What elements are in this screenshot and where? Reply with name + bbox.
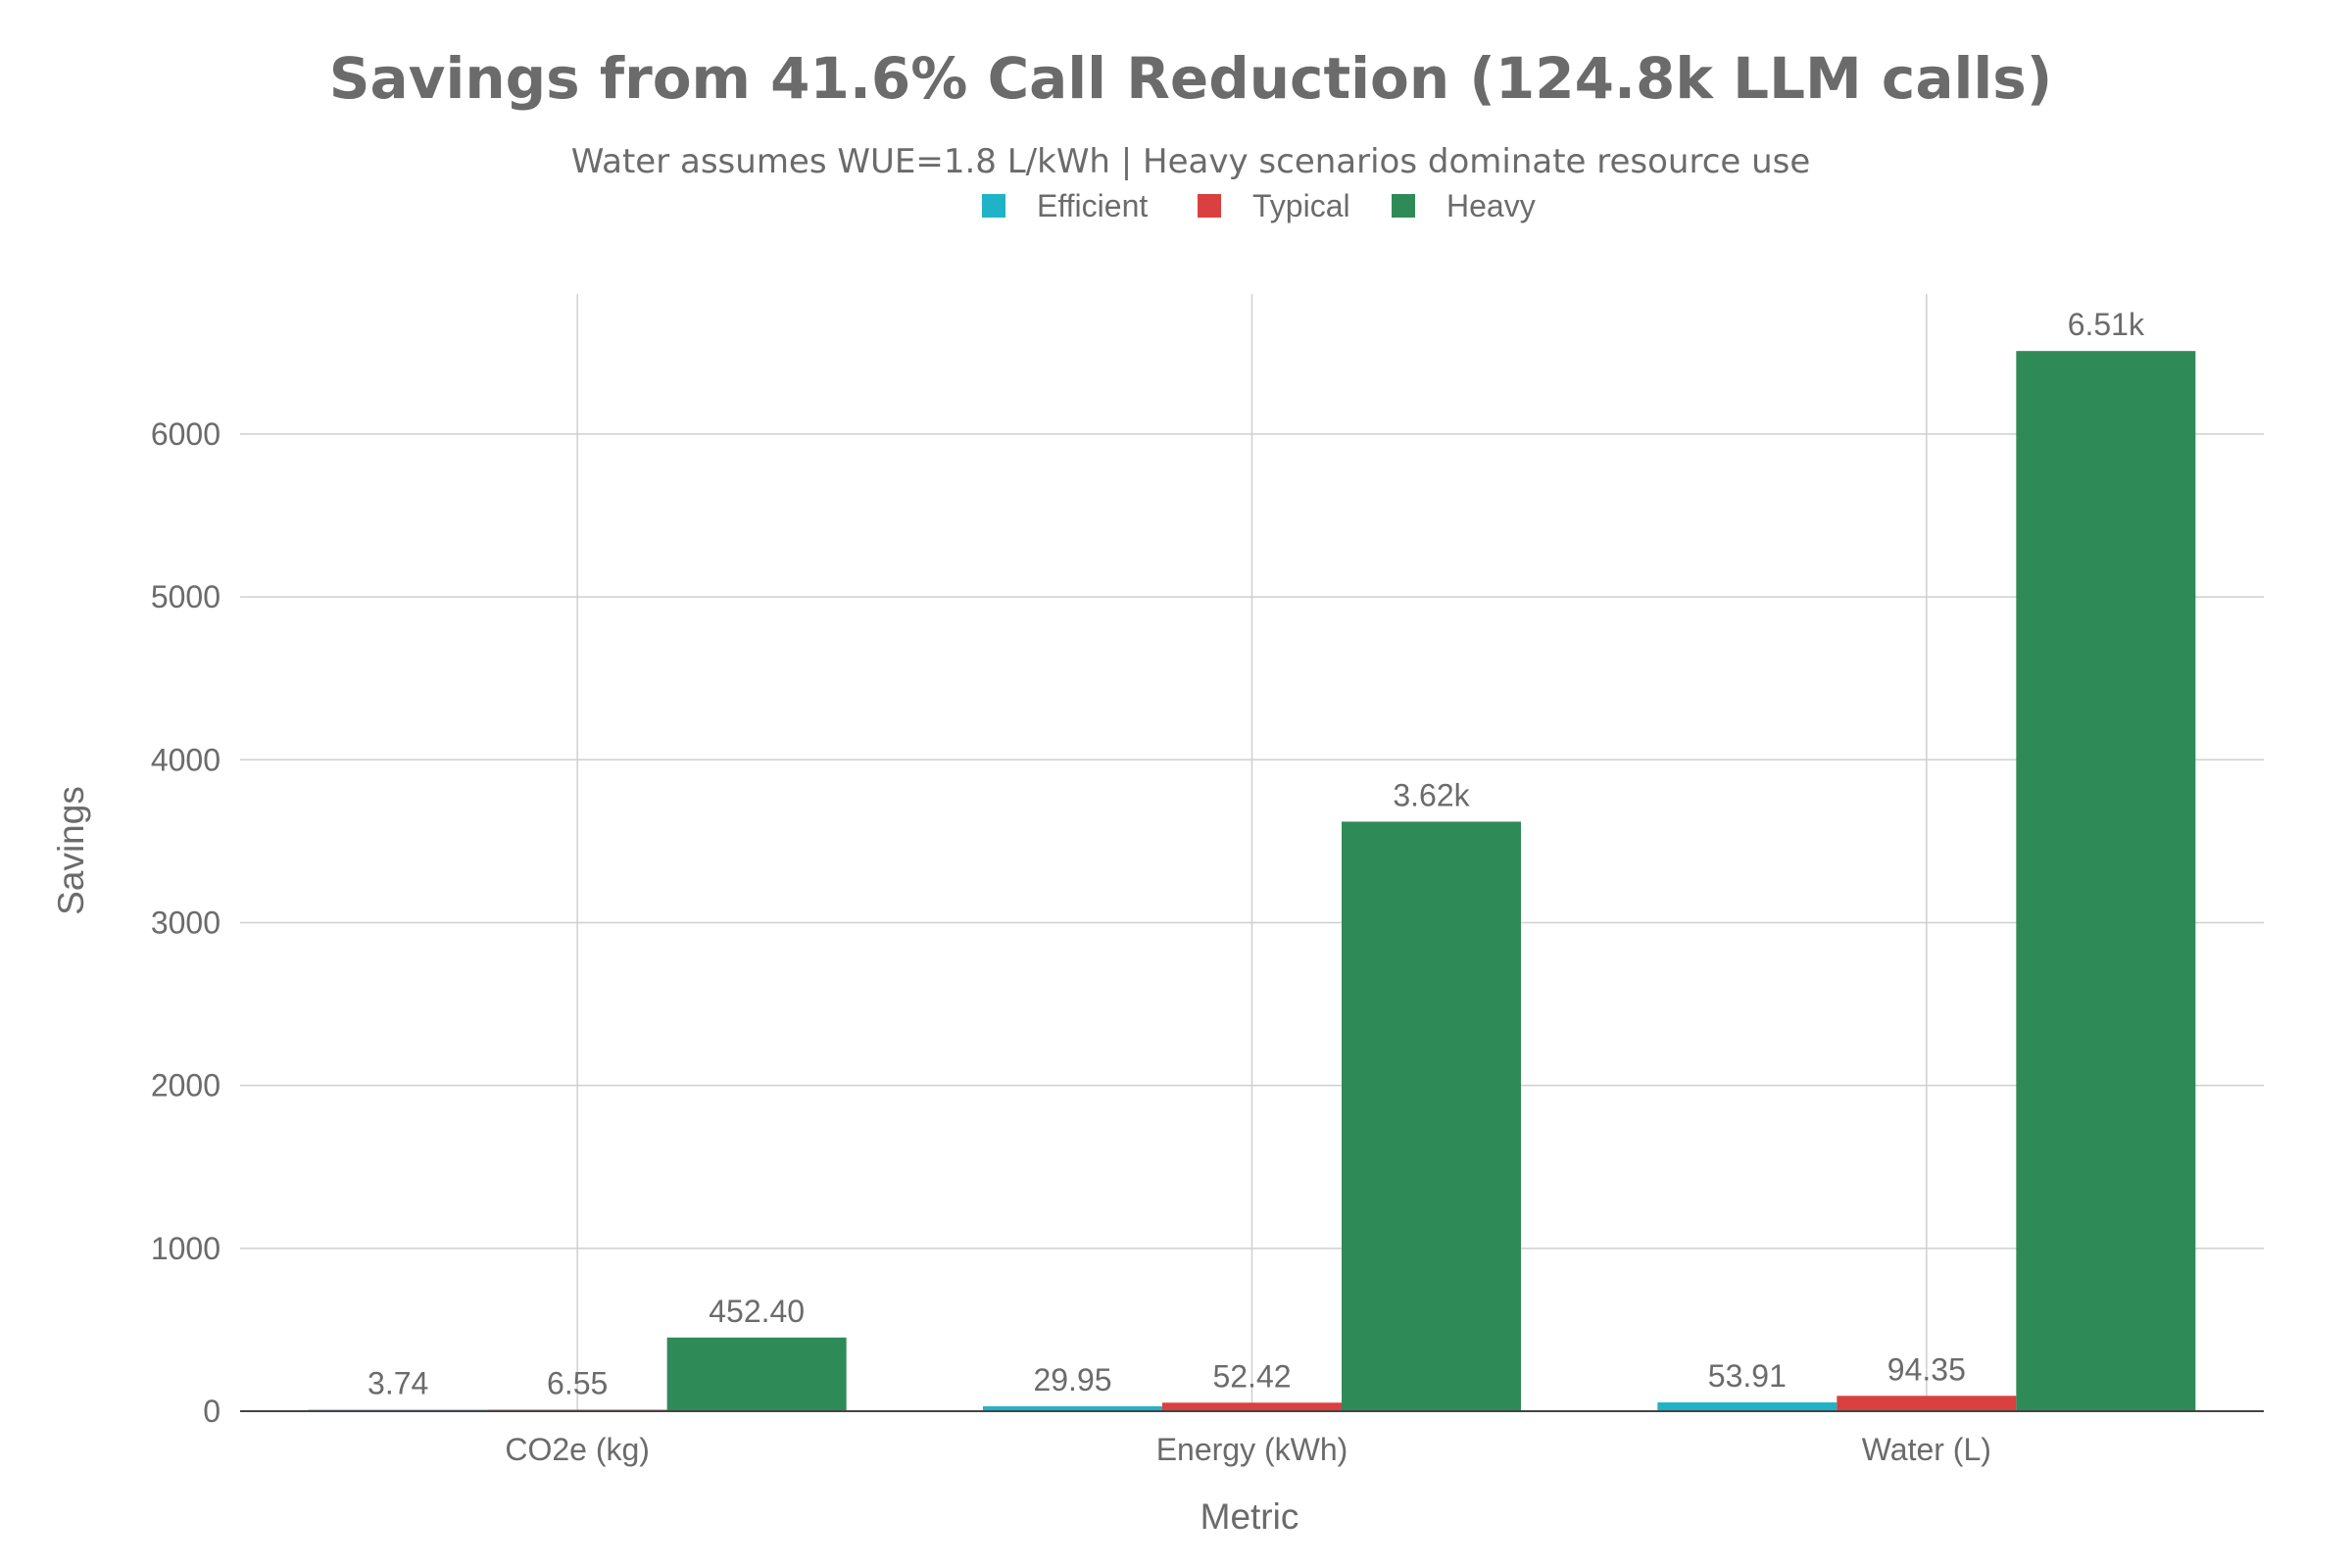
bar-heavy [666, 1337, 847, 1411]
data-label: 3.74 [368, 1366, 428, 1401]
data-label: 6.55 [547, 1366, 608, 1401]
bar-heavy [2016, 351, 2196, 1411]
data-label: 29.95 [1033, 1362, 1111, 1397]
legend-item-heavy[interactable]: Heavy [1392, 188, 1536, 223]
axes: 0 1000 2000 3000 4000 5000 6000 CO2e (kg) Energy… [151, 416, 2264, 1467]
legend-swatch [982, 194, 1005, 218]
data-label: 52.42 [1212, 1358, 1291, 1394]
x-axis-title: Metric [1200, 1496, 1299, 1537]
data-label: 452.40 [709, 1294, 805, 1329]
y-tick-label: 0 [203, 1394, 220, 1429]
legend-item-typical[interactable]: Typical [1198, 188, 1350, 223]
y-tick-label: 3000 [151, 905, 220, 940]
data-label: 94.35 [1887, 1351, 1966, 1387]
y-tick-label: 6000 [151, 416, 220, 452]
bars [308, 351, 2196, 1411]
x-tick-label: CO2e (kg) [505, 1432, 650, 1467]
gridlines [240, 294, 2264, 1411]
data-label: 6.51k [2068, 307, 2145, 342]
bar-heavy [1342, 821, 1521, 1411]
data-labels: 3.74 29.95 53.91 6.55 52.42 94.35 452.40 3.62k 6… [368, 307, 2145, 1400]
bar-typical [1162, 1402, 1342, 1411]
legend-label: Heavy [1446, 188, 1536, 223]
chart-title: Savings from 41.6% Call Reduction (124.8… [329, 45, 2053, 112]
legend-swatch [1198, 194, 1221, 218]
legend-item-efficient[interactable]: Efficient [982, 188, 1148, 223]
data-label: 3.62k [1393, 777, 1470, 812]
legend: Efficient Typical Heavy [982, 188, 1536, 223]
chart-subtitle: Water assumes WUE=1.8 L/kWh | Heavy scen… [571, 142, 1811, 181]
y-tick-label: 4000 [151, 742, 220, 777]
y-tick-label: 5000 [151, 579, 220, 614]
x-tick-label: Energy (kWh) [1156, 1432, 1348, 1467]
legend-label: Typical [1252, 188, 1350, 223]
legend-label: Efficient [1037, 188, 1148, 223]
bar-efficient [983, 1406, 1162, 1411]
y-axis-title: Savings [51, 786, 91, 915]
data-label: 53.91 [1708, 1358, 1787, 1394]
y-tick-label: 1000 [151, 1231, 220, 1266]
legend-swatch [1392, 194, 1415, 218]
bar-efficient [1657, 1402, 1838, 1411]
x-tick-label: Water (L) [1862, 1432, 1991, 1467]
bar-typical [1837, 1396, 2017, 1411]
y-tick-label: 2000 [151, 1068, 220, 1103]
